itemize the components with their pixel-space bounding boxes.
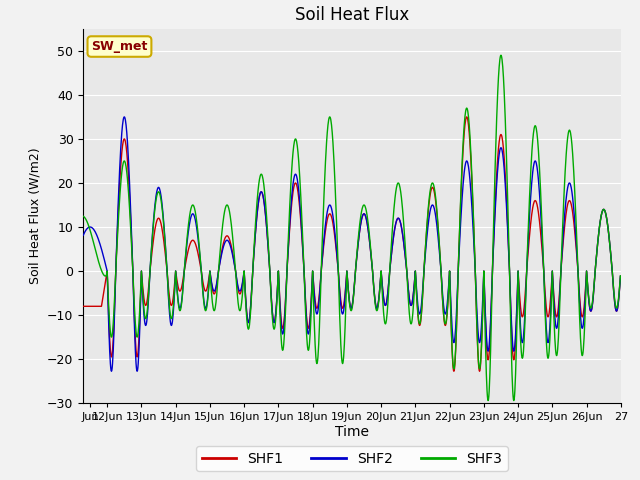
SHF3 bbox=[204, 292, 212, 298]
SHF2 bbox=[109, 339, 117, 345]
SHF2 bbox=[584, 278, 591, 284]
SHF1 bbox=[450, 368, 458, 374]
Line: SHF1: SHF1 bbox=[83, 117, 620, 371]
SHF3 bbox=[584, 278, 591, 284]
SHF2 bbox=[120, 114, 128, 120]
SHF1 bbox=[109, 336, 117, 342]
SHF2 bbox=[108, 368, 115, 374]
SHF3 bbox=[481, 302, 488, 308]
X-axis label: Time: Time bbox=[335, 425, 369, 439]
SHF1 bbox=[463, 114, 470, 120]
SHF2 bbox=[356, 225, 364, 231]
Y-axis label: Soil Heat Flux (W/m2): Soil Heat Flux (W/m2) bbox=[29, 148, 42, 284]
SHF3 bbox=[109, 321, 117, 326]
SHF3 bbox=[355, 225, 363, 230]
SHF2 bbox=[205, 282, 212, 288]
SHF2 bbox=[616, 274, 624, 279]
SHF2 bbox=[481, 308, 489, 314]
SHF3 bbox=[484, 397, 492, 403]
SHF1 bbox=[584, 278, 591, 284]
Line: SHF3: SHF3 bbox=[83, 55, 620, 400]
SHF2 bbox=[79, 232, 87, 238]
SHF1 bbox=[616, 274, 624, 279]
SHF3 bbox=[497, 52, 505, 58]
Legend: SHF1, SHF2, SHF3: SHF1, SHF2, SHF3 bbox=[196, 446, 508, 471]
SHF1 bbox=[481, 312, 489, 318]
SHF3 bbox=[616, 273, 624, 279]
Text: SW_met: SW_met bbox=[92, 40, 148, 53]
SHF3 bbox=[79, 214, 87, 219]
SHF1 bbox=[79, 303, 87, 309]
SHF1 bbox=[204, 280, 212, 286]
SHF1 bbox=[355, 230, 363, 236]
SHF1 bbox=[459, 159, 467, 165]
SHF2 bbox=[459, 185, 467, 191]
Title: Soil Heat Flux: Soil Heat Flux bbox=[295, 6, 409, 24]
Line: SHF2: SHF2 bbox=[83, 117, 620, 371]
SHF3 bbox=[458, 161, 466, 167]
